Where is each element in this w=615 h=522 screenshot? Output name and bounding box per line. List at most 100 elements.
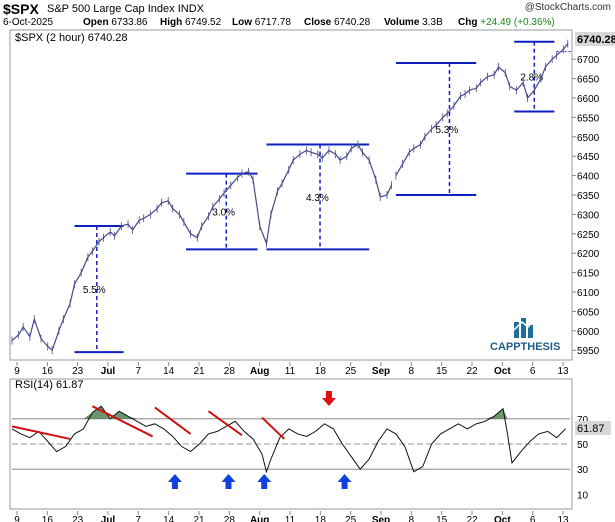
price-x-label: 8 (409, 366, 415, 377)
price-y-tick-label: 6550 (577, 113, 600, 124)
price-x-label: 7 (136, 366, 142, 377)
index-full-name: S&P 500 Large Cap Index (47, 3, 175, 15)
rsi-trend-line (11, 425, 71, 440)
price-x-label: Jul (101, 366, 116, 377)
price-x-label: 23 (72, 366, 84, 377)
price-x-label: 9 (14, 366, 20, 377)
rsi-x-label: 11 (285, 515, 296, 522)
price-y-tick-label: 6400 (577, 172, 600, 183)
measured-move-annotations: 5.5% 3.0% 4.3% 5.3% 2.8% (74, 40, 572, 354)
rsi-x-label: 21 (193, 515, 205, 522)
percent-move-label: 2.8% (520, 73, 543, 84)
rsi-y-tick-label: 50 (577, 440, 589, 451)
percent-move-label: 3.0% (212, 207, 235, 218)
rsi-x-label: 7 (136, 515, 142, 522)
price-x-label: 28 (224, 366, 236, 377)
logo-text: CAPPTHESIS (490, 341, 560, 353)
rsi-x-label: Sep (372, 515, 390, 522)
percent-move-label: 5.5% (83, 285, 106, 296)
rsi-x-label: 16 (42, 515, 54, 522)
price-x-label: 11 (285, 366, 296, 377)
price-x-label: 25 (345, 366, 357, 377)
rsi-y-tick-label: 70 (577, 415, 589, 426)
last-price-box (575, 32, 615, 46)
price-panel-title: $SPX (2 hour) 6740.28 (15, 32, 128, 44)
source-credit: @StockCharts.com (524, 2, 611, 13)
high-quote: High 6749.52 (160, 17, 222, 28)
low-quote: Low 6717.78 (232, 17, 291, 28)
price-y-tick-label: 6250 (577, 230, 600, 241)
price-y-tick-label: 6500 (577, 133, 600, 144)
rsi-x-label: 13 (557, 515, 569, 522)
up-arrow-icon (221, 474, 236, 489)
price-y-tick-label: 6300 (577, 210, 600, 221)
ticker-symbol: $SPX (3, 1, 39, 17)
rsi-x-label: 14 (163, 515, 175, 522)
rsi-x-label: 8 (409, 515, 415, 522)
percent-move-label: 4.3% (306, 193, 329, 204)
price-y-tick-label: 6100 (577, 288, 600, 299)
price-x-label: 14 (163, 366, 175, 377)
percent-move-label: 5.3% (435, 125, 458, 136)
change-quote: Chg +24.49 (+0.36%) (458, 17, 555, 28)
rsi-y-tick-label: 30 (577, 465, 589, 476)
open-quote: Open 6733.86 (83, 17, 148, 28)
index-name: S&P 500 Large Cap Index INDX (47, 3, 204, 15)
quote-date: 6-Oct-2025 (3, 17, 54, 28)
rsi-panel-title: RSI(14) 61.87 (15, 379, 83, 391)
price-y-tick-label: 6050 (577, 307, 600, 318)
close-quote: Close 6740.28 (304, 17, 371, 28)
rsi-trend-line (207, 410, 243, 436)
price-x-label: 21 (193, 366, 205, 377)
up-arrow-icon (257, 474, 272, 489)
bar-chart-logo-icon (513, 317, 537, 338)
price-y-tick-label: 6450 (577, 152, 600, 163)
rsi-trend-line (91, 405, 154, 438)
down-arrow-icon (321, 391, 336, 406)
chart-header: $SPX S&P 500 Large Cap Index INDX @Stock… (0, 0, 615, 30)
price-x-label: Oct (494, 366, 511, 377)
price-x-label: 16 (42, 366, 54, 377)
price-x-label: Aug (250, 366, 269, 377)
price-y-tick-label: 6350 (577, 191, 600, 202)
rsi-x-label: 23 (72, 515, 84, 522)
price-y-axis: 5950 6000 6050 6100 6150 6200 6250 6300 6350 6400… (572, 55, 600, 357)
price-x-label: 22 (466, 366, 478, 377)
price-x-label: 15 (436, 366, 448, 377)
price-y-tick-label: 6700 (577, 55, 600, 66)
price-x-label: Sep (372, 366, 390, 377)
price-y-tick-label: 6200 (577, 249, 600, 260)
last-price-label: 6740.28 (577, 34, 615, 46)
up-arrow-icon (167, 474, 182, 489)
rsi-x-axis: 9 16 23 Jul 7 14 21 28 Aug 11 18 25 Sep 8 15 22 Oct 6 13 (14, 511, 569, 522)
rsi-x-label: Jul (101, 515, 116, 522)
price-y-tick-label: 6150 (577, 269, 600, 280)
rsi-x-label: Oct (494, 515, 511, 522)
rsi-last-value-box (575, 421, 611, 435)
volume-quote: Volume 3.3B (384, 17, 443, 28)
rsi-y-axis: 10 30 50 70 (12, 415, 589, 501)
price-y-tick-label: 6000 (577, 327, 600, 338)
rsi-x-label: 9 (14, 515, 20, 522)
rsi-x-label: 28 (224, 515, 236, 522)
rsi-panel-frame (9, 378, 573, 510)
rsi-trend-line (261, 416, 285, 440)
price-y-tick-label: 5950 (577, 346, 600, 357)
price-x-label: 18 (315, 366, 327, 377)
price-x-axis: 9 16 23 Jul 7 14 21 28 Aug 11 18 25 Sep 8 15 22 Oct 6 13 (14, 362, 569, 377)
rsi-x-label: Aug (250, 515, 269, 522)
rsi-y-tick-label: 10 (577, 490, 589, 501)
rsi-trend-lines (11, 405, 285, 440)
up-arrow-icon (337, 474, 352, 489)
capp-thesis-logo: CAPPTHESIS (490, 317, 560, 353)
exchange-label: INDX (177, 3, 204, 15)
rsi-x-label: 25 (345, 515, 357, 522)
rsi-trend-line (154, 406, 192, 435)
price-line-segment-0 (11, 143, 392, 352)
rsi-x-label: 18 (315, 515, 327, 522)
rsi-arrows (167, 391, 352, 489)
price-x-label: 13 (557, 366, 569, 377)
price-y-tick-label: 6600 (577, 94, 600, 105)
rsi-x-label: 6 (530, 515, 536, 522)
